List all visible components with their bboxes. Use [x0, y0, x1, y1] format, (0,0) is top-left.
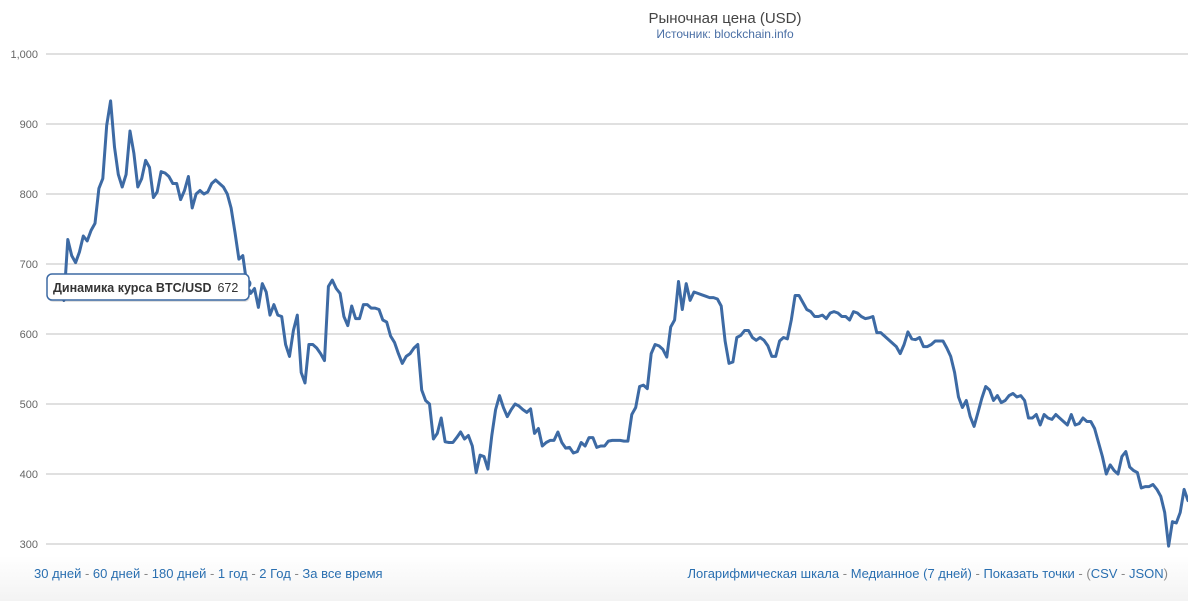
chart-subtitle: Источник: blockchain.info — [656, 27, 794, 41]
time-range-link[interactable]: 60 дней — [92, 566, 141, 581]
chart-option-link[interactable]: Показать точки — [983, 566, 1075, 581]
export-json-link[interactable]: JSON — [1128, 566, 1164, 581]
link-separator: - — [971, 566, 984, 581]
chart-footer — [0, 556, 1188, 601]
y-tick-label: 400 — [20, 469, 38, 481]
link-separator: - — [1117, 566, 1129, 581]
chart-title: Рыночная цена (USD) — [648, 10, 801, 27]
tooltip-value: 672 — [217, 281, 238, 295]
link-separator: - — [247, 566, 260, 581]
link-separator: - — [206, 566, 218, 581]
y-tick-label: 300 — [20, 539, 38, 551]
series-line-btc-usd — [58, 99, 1188, 548]
y-tick-label: 600 — [20, 329, 38, 341]
chart-option-link[interactable]: Логарифмическая шкала — [687, 566, 840, 581]
time-range-link[interactable]: 180 дней — [151, 566, 207, 581]
time-range-links: 30 дней - 60 дней - 180 дней - 1 год - 2… — [34, 566, 383, 581]
link-separator: - — [81, 566, 93, 581]
y-tick-label: 1,000 — [10, 49, 38, 61]
tooltip-series-name: Динамика курса BTC/USD — [53, 281, 211, 295]
link-separator: - — [839, 566, 851, 581]
y-tick-label: 500 — [20, 399, 38, 411]
link-separator: - — [140, 566, 152, 581]
y-tick-label: 900 — [20, 119, 38, 131]
link-separator: ) — [1163, 566, 1168, 581]
y-tick-label: 700 — [20, 259, 38, 271]
time-range-link[interactable]: 30 дней — [34, 566, 82, 581]
link-separator: - — [290, 566, 303, 581]
y-axis-labels: 300 400 500 600 700 800 900 1,000 — [10, 49, 38, 551]
tooltip-box — [46, 273, 250, 301]
tooltip-text: Динамика курса BTC/USD 672 — [53, 281, 238, 295]
tooltip: Динамика курса BTC/USD 672 — [46, 273, 253, 302]
time-range-link[interactable]: 1 год — [217, 566, 248, 581]
y-tick-label: 800 — [20, 189, 38, 201]
time-range-link[interactable]: 2 Год — [259, 566, 291, 581]
chart-option-link[interactable]: Медианное (7 дней) — [850, 566, 972, 581]
series-layer — [58, 99, 1188, 548]
link-separator: - ( — [1074, 566, 1091, 581]
grid-lines — [46, 53, 1188, 545]
price-chart: 300 400 500 600 700 800 900 1,000 Рыночная цена… — [10, 10, 1188, 551]
export-csv-link[interactable]: CSV — [1090, 566, 1118, 581]
time-range-link[interactable]: За все время — [302, 566, 383, 581]
chart-options-links: Логарифмическая шкала - Медианное (7 дне… — [687, 566, 1168, 581]
